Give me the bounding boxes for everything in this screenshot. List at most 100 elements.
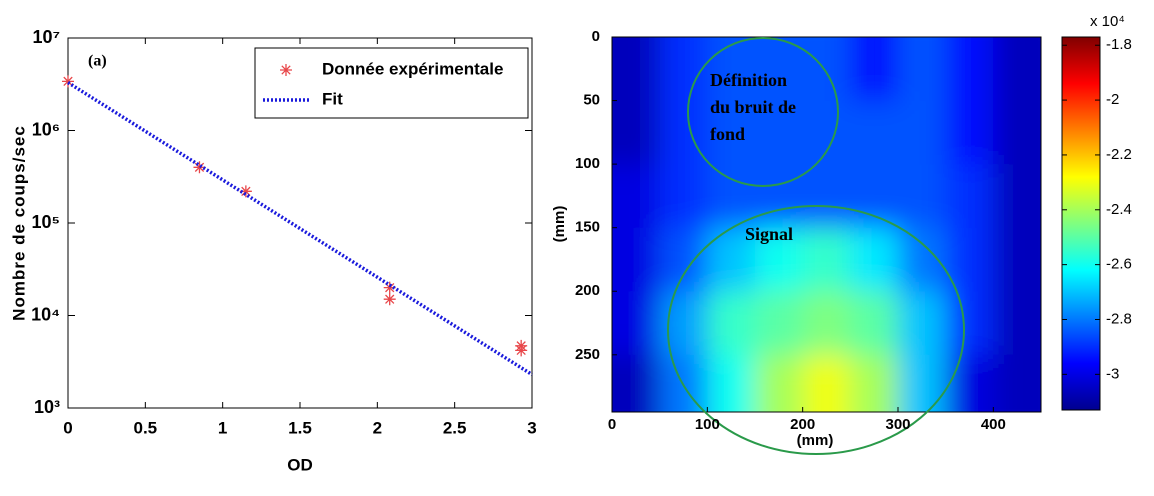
colorbar-label: x 10⁴ — [1090, 13, 1125, 30]
marker — [383, 281, 396, 294]
heatmap-cell — [612, 291, 661, 356]
heatmap-cell — [850, 291, 899, 356]
background-region — [687, 37, 839, 187]
heatmap-cell — [898, 37, 947, 102]
legend-swatch — [280, 64, 292, 76]
signal-region — [667, 205, 965, 455]
heatmap-cell — [659, 354, 708, 412]
heatmap-cell — [945, 164, 994, 229]
heatmap-cell — [755, 100, 804, 165]
y-tick-label: 150 — [575, 219, 600, 236]
x-tick-label: 2.5 — [443, 418, 467, 437]
marker — [239, 185, 252, 198]
annotation: Définition — [710, 70, 787, 90]
heatmap-cell — [993, 100, 1041, 165]
x-axis-label: (mm) — [797, 432, 834, 449]
heatmap-cell — [755, 227, 804, 292]
x-tick-label: 2 — [373, 418, 382, 437]
y-tick-label: 10³ — [34, 397, 60, 417]
heatmap-cell — [612, 227, 661, 292]
y-tick-label: 100 — [575, 155, 600, 172]
x-tick-label: 300 — [885, 416, 910, 433]
heatmap-cell — [707, 100, 756, 165]
colorbar-tick-label: -2.8 — [1106, 310, 1132, 327]
colorbar-tick-label: -2 — [1106, 91, 1119, 108]
heatmap-cell — [993, 291, 1041, 356]
x-tick-label: 1.5 — [288, 418, 312, 437]
x-tick-label: 1 — [218, 418, 227, 437]
heatmap-cell — [659, 227, 708, 292]
fit-line — [67, 81, 533, 377]
heatmap-cell — [802, 100, 851, 165]
heatmap-cell — [898, 100, 947, 165]
legend-box — [254, 47, 529, 119]
x-tick-label: 0 — [63, 418, 72, 437]
colorbar-tick-label: -1.8 — [1106, 36, 1132, 53]
heatmap-cell — [659, 100, 708, 165]
marker — [515, 344, 528, 357]
heatmap-cell — [993, 37, 1041, 102]
colorbar — [1061, 36, 1101, 411]
heatmap-cell — [945, 37, 994, 102]
y-tick-label: 10⁵ — [32, 212, 60, 232]
heatmap-cell — [945, 354, 994, 412]
x-axis-label: OD — [287, 455, 313, 474]
marker — [62, 75, 74, 88]
heatmap-cell — [659, 291, 708, 356]
heatmap-cell — [802, 227, 851, 292]
legend-label: Donnée expérimentale — [322, 59, 503, 78]
colorbar-tick-label: -2.6 — [1106, 256, 1132, 273]
x-tick-label: 200 — [790, 416, 815, 433]
heatmap-cell — [993, 354, 1041, 412]
annotation: du bruit de — [710, 97, 796, 117]
heatmap-cell — [755, 37, 804, 102]
heatmap-cells — [612, 37, 1041, 412]
legend-label: Fit — [322, 89, 343, 108]
heatmap-cell — [898, 291, 947, 356]
colorbar-tick-label: -2.2 — [1106, 146, 1132, 163]
heatmap-cell — [755, 354, 804, 412]
heatmap-image — [612, 37, 1041, 412]
heatmap-cell — [850, 37, 899, 102]
heatmap-cell — [945, 100, 994, 165]
colorbar-tick-label: -2.4 — [1106, 201, 1132, 218]
heatmap-cell — [898, 164, 947, 229]
heatmap-cell — [802, 291, 851, 356]
x-tick-label: 100 — [695, 416, 720, 433]
heatmap-cell — [993, 227, 1041, 292]
heatmap-cell — [755, 164, 804, 229]
heatmap-cell — [612, 37, 661, 102]
y-axis-label: Nombre de coups/sec — [9, 125, 28, 321]
image-frame — [611, 36, 1042, 413]
marker — [383, 293, 396, 306]
heatmap-cell — [850, 354, 899, 412]
heatmap-cell — [802, 37, 851, 102]
heatmap-cell — [612, 100, 661, 165]
y-tick-label: 200 — [575, 282, 600, 299]
heatmap-cell — [707, 164, 756, 229]
heatmap-cell — [707, 291, 756, 356]
y-tick-label: 0 — [592, 28, 600, 45]
y-axis-label: (mm) — [551, 206, 568, 243]
heatmap-cell — [802, 164, 851, 229]
heatmap-cell — [659, 164, 708, 229]
heatmap-cell — [993, 164, 1041, 229]
y-tick-label: 10⁶ — [32, 119, 60, 139]
heatmap-cell — [802, 354, 851, 412]
heatmap-cell — [755, 291, 804, 356]
heatmap-cell — [707, 354, 756, 412]
x-tick-label: 0.5 — [134, 418, 158, 437]
heatmap-cell — [945, 291, 994, 356]
heatmap-cell — [945, 227, 994, 292]
y-tick-label: 10⁷ — [33, 27, 60, 47]
heatmap-cell — [850, 164, 899, 229]
heatmap-cell — [850, 100, 899, 165]
colorbar-tick-label: -3 — [1106, 365, 1119, 382]
annotation: (a) — [88, 53, 107, 70]
y-tick-label: 250 — [575, 346, 600, 363]
annotation: Signal — [745, 224, 793, 244]
heatmap-cell — [659, 37, 708, 102]
heatmap-cell — [707, 37, 756, 102]
annotation: fond — [710, 124, 745, 144]
